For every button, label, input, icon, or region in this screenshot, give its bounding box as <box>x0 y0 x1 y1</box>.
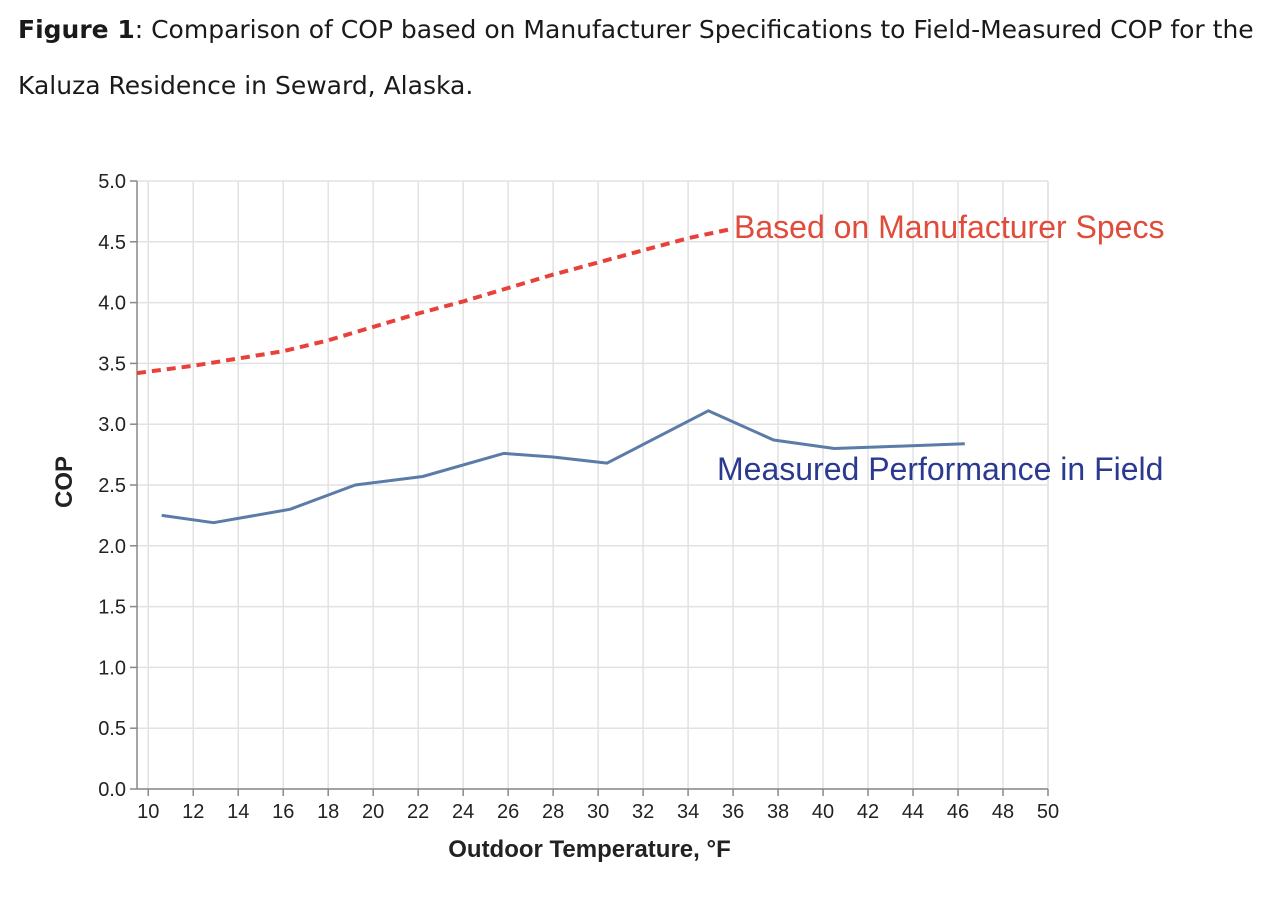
manufacturer-specs-line <box>136 227 730 376</box>
x-tick-label: 24 <box>452 801 474 823</box>
x-tick-label: 14 <box>227 801 249 823</box>
x-tick-label: 46 <box>947 801 969 823</box>
measured-performance-line <box>161 409 965 525</box>
x-tick-label: 22 <box>407 801 429 823</box>
x-tick-label: 16 <box>272 801 294 823</box>
y-tick-label: 2.5 <box>98 475 126 497</box>
chart-series-labels: Based on Manufacturer Specs Measured Perf… <box>717 209 1164 487</box>
x-tick-label: 38 <box>767 801 789 823</box>
x-tick-label: 28 <box>542 801 564 823</box>
x-tick-label: 36 <box>722 801 744 823</box>
x-tick-label: 12 <box>182 801 204 823</box>
chart-series <box>136 227 965 525</box>
x-tick-label: 34 <box>677 801 699 823</box>
x-tick-label: 42 <box>857 801 879 823</box>
y-tick-label: 0.5 <box>98 718 126 740</box>
figure-caption: Figure 1: Comparison of COP based on Man… <box>18 2 1268 114</box>
chart-axes: 10 12 14 16 18 20 22 24 26 28 30 32 34 36 38 40 42 44 46 48… <box>98 171 1059 823</box>
y-tick-label: 3.0 <box>98 414 126 436</box>
x-tick-label: 20 <box>362 801 384 823</box>
manufacturer-specs-label: Based on Manufacturer Specs <box>734 209 1164 245</box>
y-tick-label: 1.5 <box>98 597 126 619</box>
figure-caption-text: : Comparison of COP based on Manufacture… <box>18 15 1254 100</box>
y-tick-label: 3.5 <box>98 353 126 375</box>
x-tick-label: 44 <box>902 801 924 823</box>
x-tick-label: 32 <box>632 801 654 823</box>
x-tick-label: 26 <box>497 801 519 823</box>
x-tick-label: 48 <box>992 801 1014 823</box>
y-tick-label: 2.0 <box>98 536 126 558</box>
x-tick-label: 40 <box>812 801 834 823</box>
y-tick-label: 0.0 <box>98 779 126 801</box>
measured-performance-label: Measured Performance in Field <box>717 451 1163 487</box>
x-axis-title: Outdoor Temperature, °F <box>448 836 731 863</box>
y-axis-title: COP <box>51 456 78 508</box>
chart-grid <box>137 180 1049 790</box>
y-tick-label: 4.5 <box>98 232 126 254</box>
x-tick-label: 50 <box>1037 801 1059 823</box>
x-tick-label: 10 <box>137 801 159 823</box>
y-tick-label: 5.0 <box>98 171 126 193</box>
x-tick-label: 30 <box>587 801 609 823</box>
figure-label: Figure 1 <box>18 15 135 44</box>
y-tick-label: 4.0 <box>98 293 126 315</box>
x-tick-label: 18 <box>317 801 339 823</box>
y-tick-label: 1.0 <box>98 657 126 679</box>
